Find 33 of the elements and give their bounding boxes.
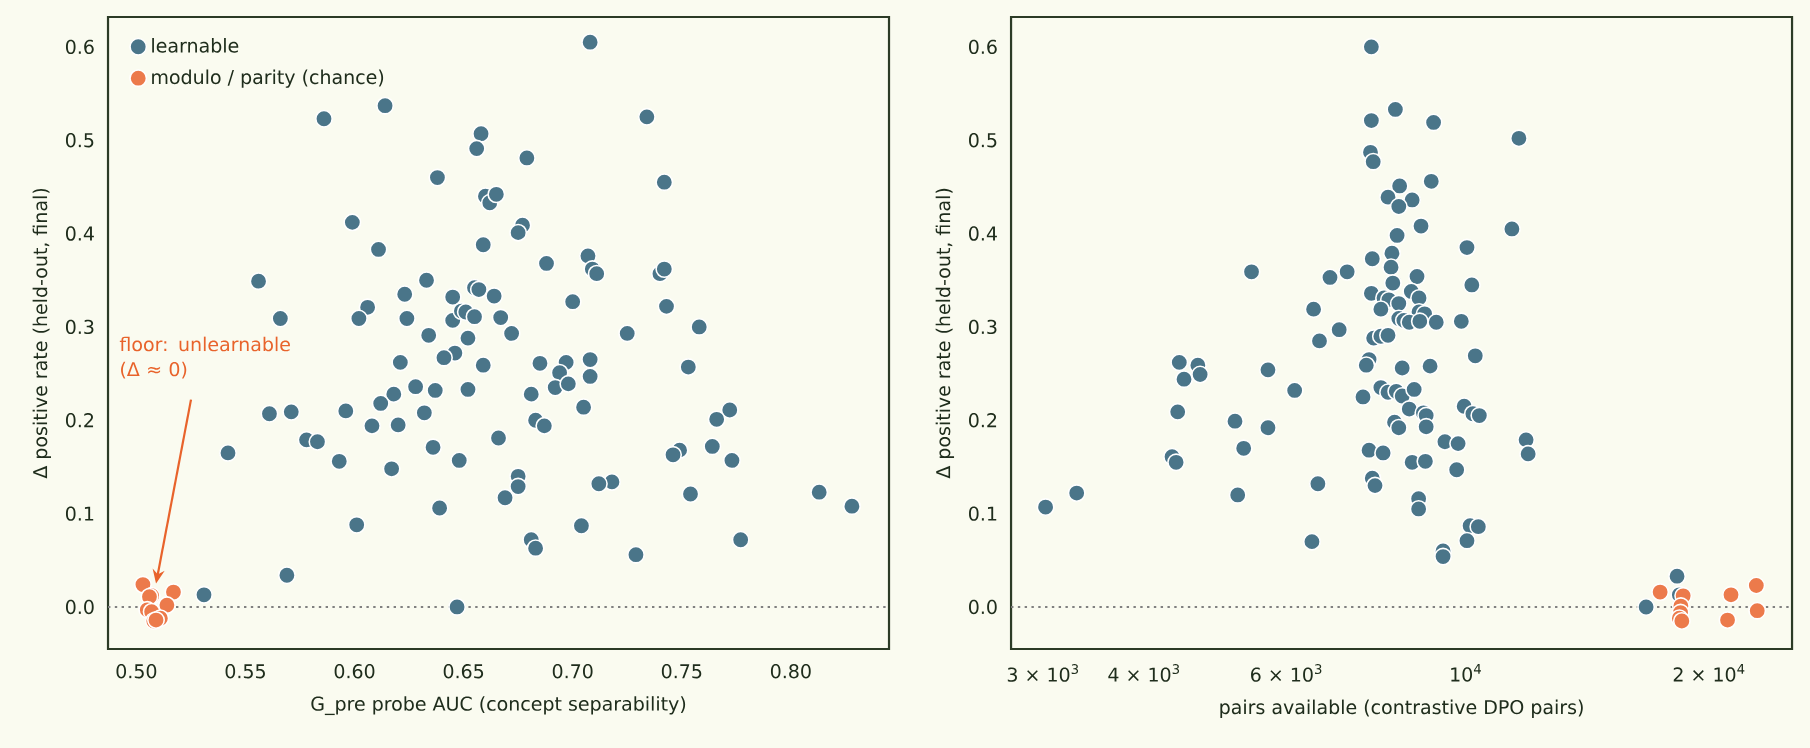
x-tick-label: 4 × 10$^{3}$ xyxy=(1108,664,1180,682)
x-tick-label: 0.60 xyxy=(334,664,375,679)
x-tick-label: 0.75 xyxy=(661,664,702,679)
y-tick-label: 0.0 xyxy=(969,599,997,615)
x-tick-label: 3 × 10$^{3}$ xyxy=(1007,664,1079,682)
x-axis-title: G_pre probe AUC (concept separability) xyxy=(311,696,686,716)
annotation: floor: unlearnable (Δ ≈ 0) xyxy=(119,336,290,379)
x-tick-label: 10$^{4}$ xyxy=(1451,664,1481,682)
y-axis-title: Δ positive rate (held-out, final) xyxy=(32,188,51,479)
y-tick-label: 0.5 xyxy=(969,133,997,148)
y-tick-label: 0.1 xyxy=(969,506,997,521)
x-axis-title: pairs available (contrastive DPO pairs) xyxy=(1220,699,1583,718)
y-axis-title: Δ positive rate (held-out, final) xyxy=(935,188,955,479)
y-tick-label: 0.3 xyxy=(969,319,997,335)
x-tick-label: 0.70 xyxy=(552,664,593,679)
x-tick-label: 0.80 xyxy=(770,664,811,679)
x-tick-label: 0.50 xyxy=(116,664,157,679)
y-tick-label: 0.1 xyxy=(65,506,94,521)
x-tick-label: 6 × 10$^{3}$ xyxy=(1251,664,1322,682)
legend-label: learnable xyxy=(152,38,239,53)
y-tick-label: 0.4 xyxy=(969,226,997,241)
y-tick-label: 0.3 xyxy=(65,319,94,335)
y-tick-label: 0.2 xyxy=(65,413,94,428)
y-tick-label: 0.2 xyxy=(969,413,997,428)
y-tick-label: 0.5 xyxy=(65,133,94,148)
y-tick-label: 0.6 xyxy=(969,39,997,55)
y-tick-label: 0.6 xyxy=(65,39,94,55)
y-tick-label: 0.0 xyxy=(65,599,94,615)
x-tick-label: 0.65 xyxy=(443,664,484,679)
x-tick-label: 2 × 10$^{4}$ xyxy=(1673,664,1745,682)
legend-label: modulo / parity (chance) xyxy=(152,69,384,88)
x-tick-label: 0.55 xyxy=(225,664,265,679)
y-tick-label: 0.4 xyxy=(65,226,94,241)
